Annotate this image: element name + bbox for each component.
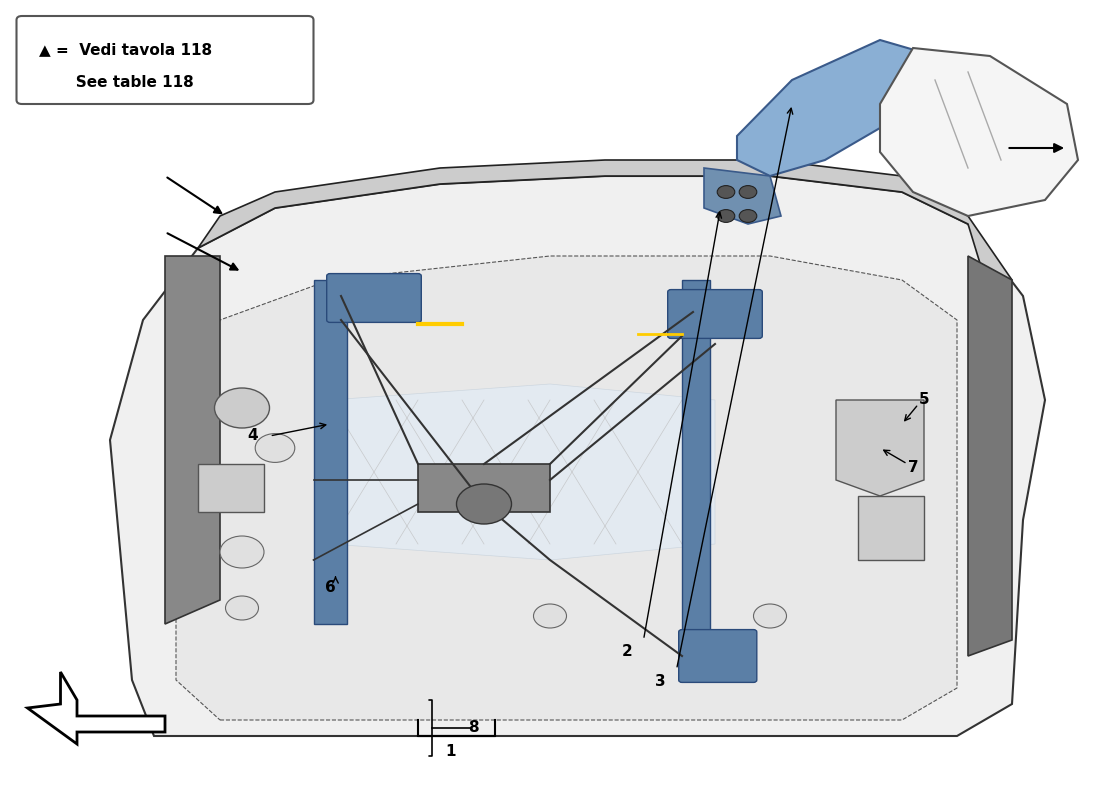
Circle shape [214, 388, 270, 428]
Polygon shape [330, 384, 715, 560]
Polygon shape [198, 160, 1012, 296]
Text: 8: 8 [468, 721, 478, 735]
Circle shape [754, 604, 786, 628]
Text: 4: 4 [248, 429, 258, 443]
Polygon shape [968, 256, 1012, 656]
FancyBboxPatch shape [668, 290, 762, 338]
Polygon shape [418, 464, 550, 512]
Polygon shape [682, 280, 710, 680]
Polygon shape [176, 256, 957, 720]
Polygon shape [836, 400, 924, 496]
Polygon shape [314, 280, 346, 624]
Text: See table 118: See table 118 [39, 75, 194, 90]
Text: ▲ =  Vedi tavola 118: ▲ = Vedi tavola 118 [39, 42, 211, 58]
Text: 6: 6 [324, 581, 336, 595]
FancyBboxPatch shape [679, 630, 757, 682]
Polygon shape [704, 168, 781, 224]
Text: eu
toparts: eu toparts [251, 231, 629, 489]
Polygon shape [858, 496, 924, 560]
Text: 2: 2 [621, 645, 632, 659]
Polygon shape [28, 672, 165, 744]
Polygon shape [737, 40, 935, 176]
Polygon shape [198, 464, 264, 512]
Text: 1: 1 [446, 745, 456, 759]
Text: 7: 7 [908, 461, 918, 475]
Circle shape [220, 536, 264, 568]
Circle shape [739, 186, 757, 198]
Polygon shape [110, 176, 1045, 736]
FancyBboxPatch shape [16, 16, 313, 104]
Circle shape [255, 434, 295, 462]
Circle shape [534, 604, 566, 628]
Circle shape [717, 210, 735, 222]
Circle shape [739, 210, 757, 222]
Circle shape [226, 596, 258, 620]
Polygon shape [165, 256, 220, 624]
Text: 5: 5 [918, 393, 930, 407]
Text: 3: 3 [654, 674, 666, 689]
FancyBboxPatch shape [327, 274, 421, 322]
Circle shape [456, 484, 512, 524]
Text: a passion
since 1985: a passion since 1985 [288, 466, 482, 574]
Circle shape [717, 186, 735, 198]
Polygon shape [880, 48, 1078, 216]
